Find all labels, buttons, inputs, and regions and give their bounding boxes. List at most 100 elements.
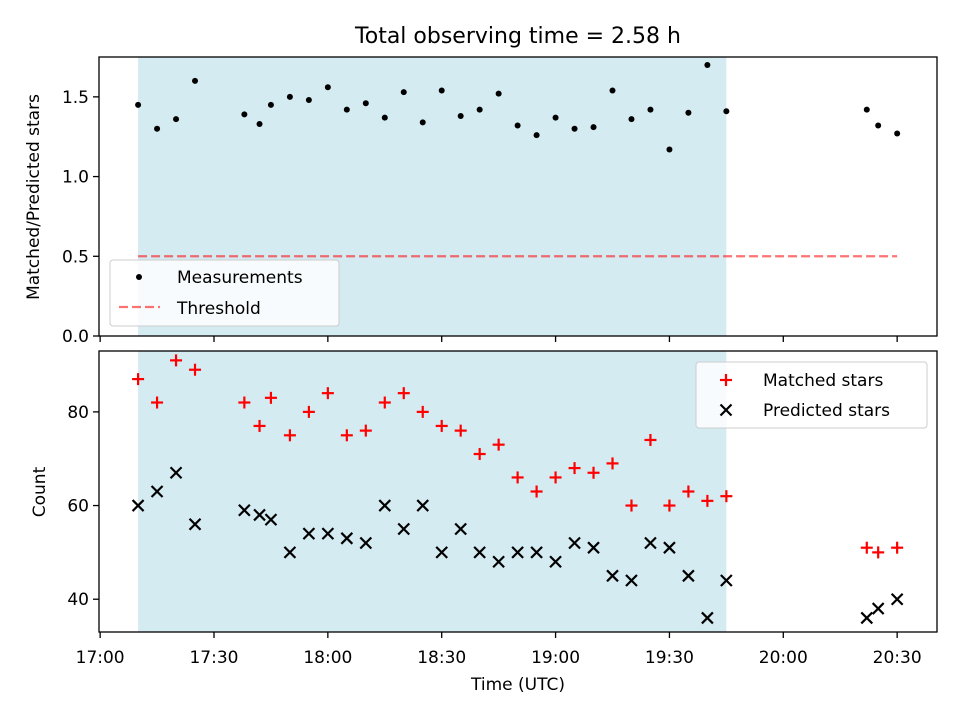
measurement-point [154,125,161,132]
predicted-stars-point [473,546,486,559]
measurement-point [495,90,502,97]
matched-stars-point [511,471,524,484]
plot-frame [98,56,938,337]
legend-measurements-marker [136,274,142,280]
matched-stars-point [378,396,391,409]
matched-stars-point [625,499,638,512]
x-tick-label: 20:30 [873,648,922,668]
measurement-point [419,119,426,126]
matched-stars-point [530,485,543,498]
measurement-point [400,89,407,96]
matched-stars-point [644,433,657,446]
measurement-point [324,84,331,91]
measurement-point [863,106,870,113]
matched-stars-point [151,396,164,409]
predicted-stars-point [701,611,714,625]
measurement-point [647,106,654,113]
predicted-stars-point [283,546,297,559]
y-tick-label: 40 [67,590,89,610]
matched-stars-point [454,424,467,437]
measurement-point [135,101,142,108]
predicted-stars-point [860,611,874,625]
predicted-stars-point [454,522,467,536]
legend-matched-stars-label: Matched stars [763,371,883,391]
matched-stars-point [682,485,695,498]
chart-title: Total observing time = 2.58 h [354,24,681,49]
y-tick-label: 1.0 [62,168,89,188]
matched-stars-point [416,405,429,418]
matched-stars-point [264,391,277,404]
measurement-point [628,116,635,123]
matched-stars-point [359,424,372,437]
measurement-point [305,97,312,104]
matched-stars-point [663,499,676,512]
predicted-stars-point [397,522,411,536]
matched-stars-point [568,462,581,475]
predicted-stars-point [340,532,354,545]
predicted-stars-point [302,527,316,540]
x-tick-label: 19:00 [531,648,580,668]
predicted-stars-point [720,574,733,587]
predicted-stars-point [606,569,619,583]
predicted-stars-point [492,555,505,569]
matched-stars-point [283,429,296,442]
top-panel: 0.0 0.5 1.0 1.5 Measurements Threshold [62,56,938,347]
y-tick-label: 0.5 [62,247,89,267]
measurement-point [343,106,350,113]
predicted-stars-point [663,541,676,554]
plot-frame [98,350,938,633]
top-y-axis-label: Matched/Predicted stars [24,94,44,300]
predicted-stars-point [359,536,373,550]
matched-stars-point [253,419,266,432]
observing-window-shade [138,351,727,632]
measurement-point [256,120,263,127]
predicted-stars-point [253,508,266,522]
matched-stars-point [549,471,562,484]
matched-stars-point [720,490,733,503]
predicted-stars-point [871,602,885,615]
measurement-point [666,146,673,153]
matched-stars-point [238,396,251,409]
predicted-stars-point [890,592,904,606]
predicted-stars-point [188,518,202,531]
measurement-point [875,122,882,129]
predicted-stars-point [682,569,695,583]
matched-stars-point [340,429,353,442]
x-tick-label: 18:00 [303,648,352,668]
measurement-point [571,125,578,132]
y-tick-label: 0.0 [62,327,89,347]
measurement-point [590,124,597,131]
predicted-stars-point [530,546,543,559]
x-tick-label: 17:00 [76,648,125,668]
measurement-point [267,101,274,108]
predicted-stars-point [416,499,430,512]
predicted-stars-point [568,536,581,550]
measurement-point [552,114,559,121]
y-tick-label: 80 [67,403,89,423]
matched-stars-point [860,541,873,554]
legend-measurements-label: Measurements [177,268,303,288]
predicted-stars-point [238,503,251,517]
predicted-stars-point [587,541,600,554]
matched-stars-point [435,419,448,432]
measurement-point [533,132,540,139]
matched-stars-point [473,448,486,461]
x-tick-label: 19:30 [645,648,694,668]
x-tick-label: 17:30 [189,648,238,668]
matched-stars-point [587,466,600,479]
predicted-stars-point [169,466,183,480]
predicted-stars-point [435,546,448,559]
y-tick-label: 1.5 [62,88,89,108]
legend-matched-stars-marker [720,374,732,386]
matched-stars-point [189,363,202,376]
legend-box [109,259,340,327]
predicted-stars-point [150,485,164,498]
measurement-point [362,100,369,107]
measurement-point [704,61,711,68]
matched-stars-point [170,354,183,367]
measurement-point [173,116,180,123]
predicted-stars-point [321,527,335,540]
legend-box [695,361,928,429]
measurement-point [894,130,901,137]
